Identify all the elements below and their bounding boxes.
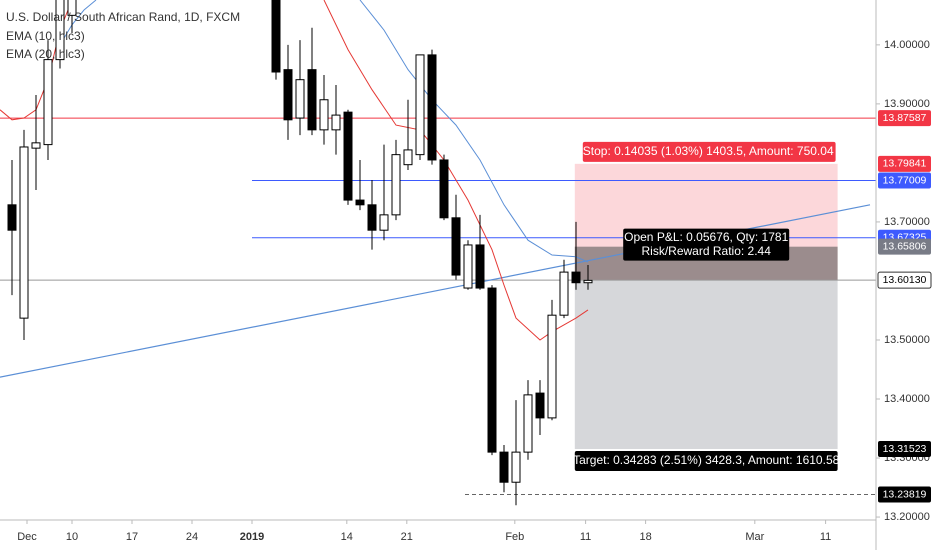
price-tag-label: 13.79841 [883,158,927,170]
candle-body [475,244,485,289]
rr-text: Risk/Reward Ratio: 2.44 [642,244,772,258]
price-tag [878,172,931,189]
x-tick-label: 21 [401,531,413,543]
candle-body [55,0,65,61]
x-tick-label: 17 [126,531,138,543]
candle-body [499,451,509,483]
x-tick-label: 18 [639,531,651,543]
candle-body [391,154,401,216]
candle-body [559,271,569,316]
candle-body [7,204,17,231]
price-tag-label: 13.60130 [883,274,927,286]
x-tick-label: Mar [745,531,764,543]
candle-body [19,146,29,319]
candle-body [535,392,545,419]
x-tick-label: Feb [505,531,524,543]
x-tick-label: 11 [580,531,591,543]
candle-body [403,149,413,166]
price-tag [878,155,931,172]
target-zone [574,280,838,450]
x-tick-label: 14 [341,531,353,543]
x-tick-label: 24 [186,531,198,543]
candle-body [427,54,437,161]
candle-body [415,54,425,156]
candle-body [67,0,77,16]
candle-body [439,159,449,219]
legend-entry: EMA (20, hlc3) [6,47,85,61]
price-tag-label: 13.65806 [883,240,927,252]
target-text: Target: 0.34283 (2.51%) 3428.3, Amount: … [573,453,840,467]
candle-body [523,394,533,453]
x-tick-label: 10 [66,531,78,543]
candle-body [271,0,281,73]
price-tag-label: 13.23819 [883,488,927,500]
price-tag-label: 13.87587 [883,112,927,124]
y-tick-label: 13.50000 [884,334,930,346]
price-tag [878,441,931,458]
candle-body [355,199,365,206]
candle-body [451,217,461,276]
x-tick-label: Dec [17,531,37,543]
candle-body [343,111,353,201]
target-box [574,451,838,472]
x-tick-label: 2019 [240,531,264,543]
price-tag [878,110,931,127]
stop-text: Stop: 0.14035 (1.03%) 1403.5, Amount: 75… [583,144,834,158]
candle-body [547,314,557,419]
candle-body [571,271,581,284]
candle-body [307,69,317,131]
candle-body [379,214,389,231]
candle-body [463,244,473,289]
candle-body [43,59,53,146]
x-tick-label: 11 [820,531,831,543]
candle-body [283,69,293,121]
y-tick-label: 13.90000 [884,98,930,110]
y-tick-label: 13.20000 [884,511,930,523]
y-tick-label: 13.40000 [884,393,930,405]
candle-body [31,142,41,149]
pnl-box [623,228,790,261]
price-tag [878,238,931,255]
y-tick-label: 13.70000 [884,216,930,228]
price-tag-label: 13.31523 [883,443,927,455]
y-tick-label: 14.00000 [884,39,930,51]
candle-body [511,451,521,483]
overlay: 13.2000013.3000013.4000013.5000013.70000… [6,10,932,543]
candle-body [487,287,497,453]
candle-body [367,204,377,231]
pnl-text: Open P&L: 0.05676, Qty: 1781 [624,230,788,244]
candle-body [295,79,305,119]
price-tag [878,486,931,503]
candle-body [583,279,593,284]
price-tag [877,271,932,289]
price-tag-label: 13.77009 [883,174,927,186]
stop-box [582,141,836,162]
ema-line [59,0,589,263]
legend-entry: EMA (10, hlc3) [6,29,85,43]
chart-title: U.S. Dollar / South African Rand, 1D, FX… [6,10,240,24]
candle-body [331,114,341,131]
candle-body [319,99,329,131]
